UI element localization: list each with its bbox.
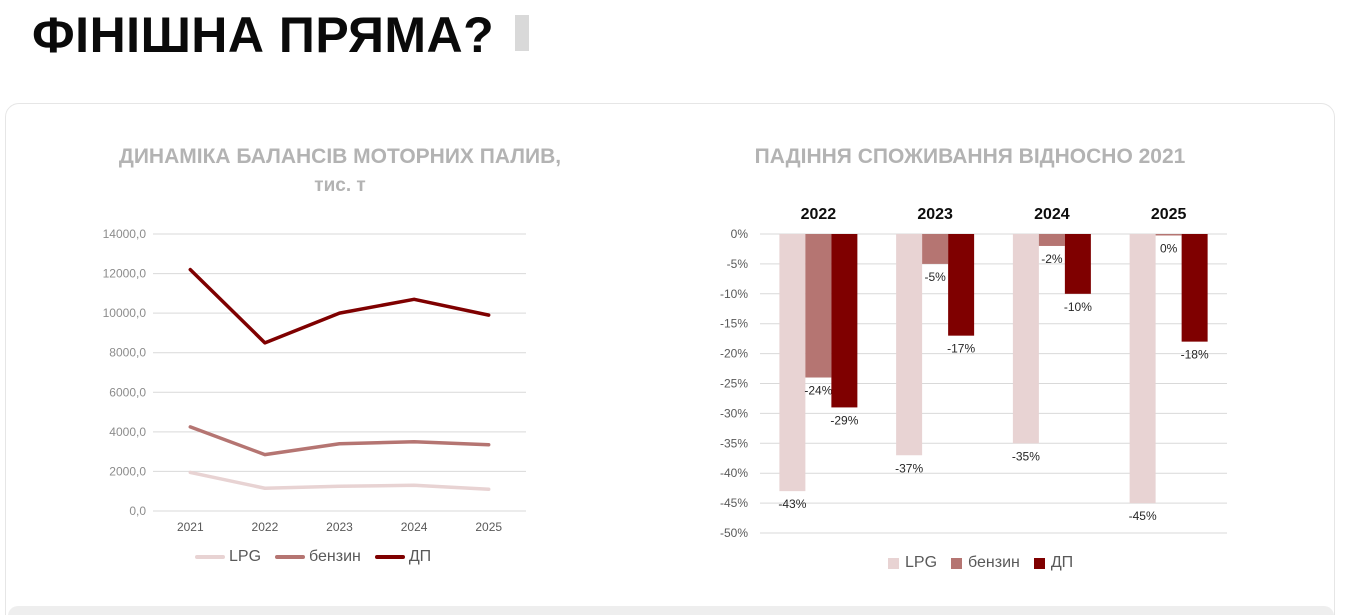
legend-item-dp: ДП: [374, 548, 432, 566]
y-tick-label: -40%: [720, 466, 748, 480]
legend-swatch-benzin: [275, 555, 306, 559]
bar-LPG: [1012, 234, 1039, 444]
bar-ДП: [1181, 234, 1208, 342]
bar-ДП: [948, 234, 975, 336]
series-line-LPG: [188, 470, 491, 491]
y-tick-label: -20%: [720, 347, 748, 361]
y-tick-label: 12000,0: [103, 267, 147, 281]
line-chart-subtitle: тис. т: [314, 175, 366, 196]
data-label: 0%: [1160, 242, 1178, 256]
data-label: -45%: [1129, 509, 1157, 523]
page-title: ФІНІШНА ПРЯМА?: [32, 7, 495, 63]
charts-card: [5, 103, 1335, 615]
bar-ДП: [1064, 234, 1091, 294]
series-line-бензин: [188, 425, 491, 457]
y-tick-label: 0,0: [129, 504, 146, 518]
legend-label-benzin: бензин: [309, 548, 361, 565]
y-tick-label: 0%: [731, 227, 749, 241]
next-card-strip: [8, 606, 1334, 615]
legend-swatch-benzin-bar: [951, 557, 963, 569]
bar-chart-title: ПАДІННЯ СПОЖИВАННЯ ВІДНОСНО 2021: [754, 145, 1186, 168]
data-label: -29%: [830, 413, 858, 427]
y-tick-label: 2000,0: [109, 464, 146, 478]
x-tick-label: 2021: [177, 520, 204, 534]
y-tick-label: 4000,0: [109, 425, 146, 439]
data-label: -35%: [1012, 449, 1040, 463]
legend-swatch-lpg: [195, 555, 225, 559]
bar-бензин: [805, 234, 832, 378]
bar-LPG: [779, 234, 806, 492]
legend-label-dp: ДП: [408, 548, 432, 565]
legend-label-benzin-bar: бензин: [968, 554, 1020, 571]
data-label: -17%: [947, 342, 975, 356]
bar-chart-legend: LPG бензин ДП: [888, 554, 1087, 572]
title-accent-bar: [515, 15, 529, 51]
bar-chart: 0% -5% -10% -15% -20% -25% -30% -35% -40% -45% -50…: [720, 206, 1227, 540]
x-tick-label: 2023: [326, 520, 353, 534]
bar-бензин: [1038, 234, 1065, 246]
data-label: -18%: [1181, 348, 1209, 362]
data-label: -2%: [1041, 252, 1063, 266]
legend-swatch-dp-bar: [1033, 557, 1045, 569]
line-chart-title: ДИНАМІКА БАЛАНСІВ МОТОРНИХ ПАЛИВ,: [118, 145, 562, 168]
bar-LPG: [896, 234, 923, 456]
legend-item-benzin: бензин: [275, 548, 361, 566]
category-label: 2024: [1034, 206, 1070, 223]
x-tick-label: 2024: [401, 520, 428, 534]
data-label: -43%: [778, 497, 806, 511]
x-tick-label: 2022: [252, 520, 279, 534]
y-tick-label: -25%: [720, 377, 748, 391]
bar-бензин: [922, 234, 949, 264]
category-label: 2022: [801, 206, 837, 223]
y-tick-label: 8000,0: [109, 346, 146, 360]
legend-swatch-lpg-bar: [888, 557, 899, 569]
legend-item-lpg-bar: LPG: [888, 554, 937, 572]
y-tick-label: -30%: [720, 406, 748, 420]
y-tick-label: -10%: [720, 287, 748, 301]
bar-бензин: [1155, 234, 1182, 236]
category-label: 2025: [1151, 206, 1187, 223]
data-label: -24%: [804, 384, 832, 398]
category-label: 2023: [917, 206, 953, 223]
y-tick-label: 6000,0: [109, 385, 146, 399]
legend-swatch-dp: [374, 555, 405, 559]
bar-ДП: [831, 234, 858, 408]
legend-item-lpg: LPG: [195, 548, 261, 566]
legend-item-benzin-bar: бензин: [951, 554, 1020, 572]
y-tick-label: -35%: [720, 436, 748, 450]
data-label: -5%: [924, 270, 946, 284]
y-tick-label: -45%: [720, 496, 748, 510]
y-tick-label: 14000,0: [103, 227, 147, 241]
legend-item-dp-bar: ДП: [1033, 554, 1074, 572]
line-chart: 0,0 2000,0 4000,0 6000,0 8000,0 10000,0 12000,…: [103, 227, 526, 534]
y-tick-label: -5%: [727, 257, 749, 271]
legend-label-lpg: LPG: [229, 548, 262, 565]
y-tick-label: -50%: [720, 526, 748, 540]
data-label: -37%: [895, 461, 923, 475]
legend-label-lpg-bar: LPG: [905, 554, 938, 571]
y-tick-label: 10000,0: [103, 306, 147, 320]
data-label: -10%: [1064, 300, 1092, 314]
bar-LPG: [1129, 234, 1156, 504]
y-tick-label: -15%: [720, 317, 748, 331]
line-chart-legend: LPG бензин ДП: [195, 548, 445, 566]
series-line-ДП: [188, 267, 491, 345]
x-tick-label: 2025: [475, 520, 502, 534]
legend-label-dp-bar: ДП: [1050, 554, 1074, 571]
